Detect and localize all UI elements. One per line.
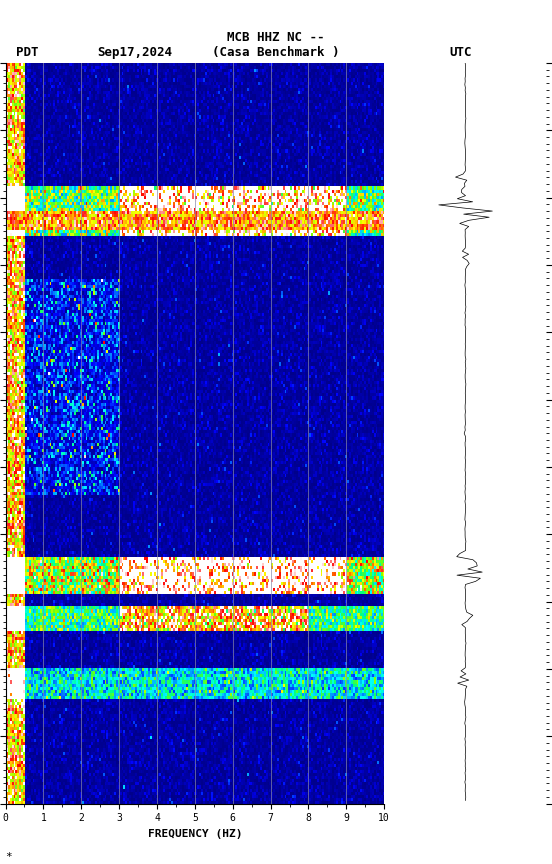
Text: PDT: PDT (17, 47, 39, 60)
Text: Sep17,2024: Sep17,2024 (98, 47, 172, 60)
Text: MCB HHZ NC --: MCB HHZ NC -- (227, 31, 325, 44)
X-axis label: FREQUENCY (HZ): FREQUENCY (HZ) (147, 829, 242, 839)
Text: UTC: UTC (449, 47, 471, 60)
Text: *: * (6, 852, 12, 861)
Text: (Casa Benchmark ): (Casa Benchmark ) (213, 47, 339, 60)
